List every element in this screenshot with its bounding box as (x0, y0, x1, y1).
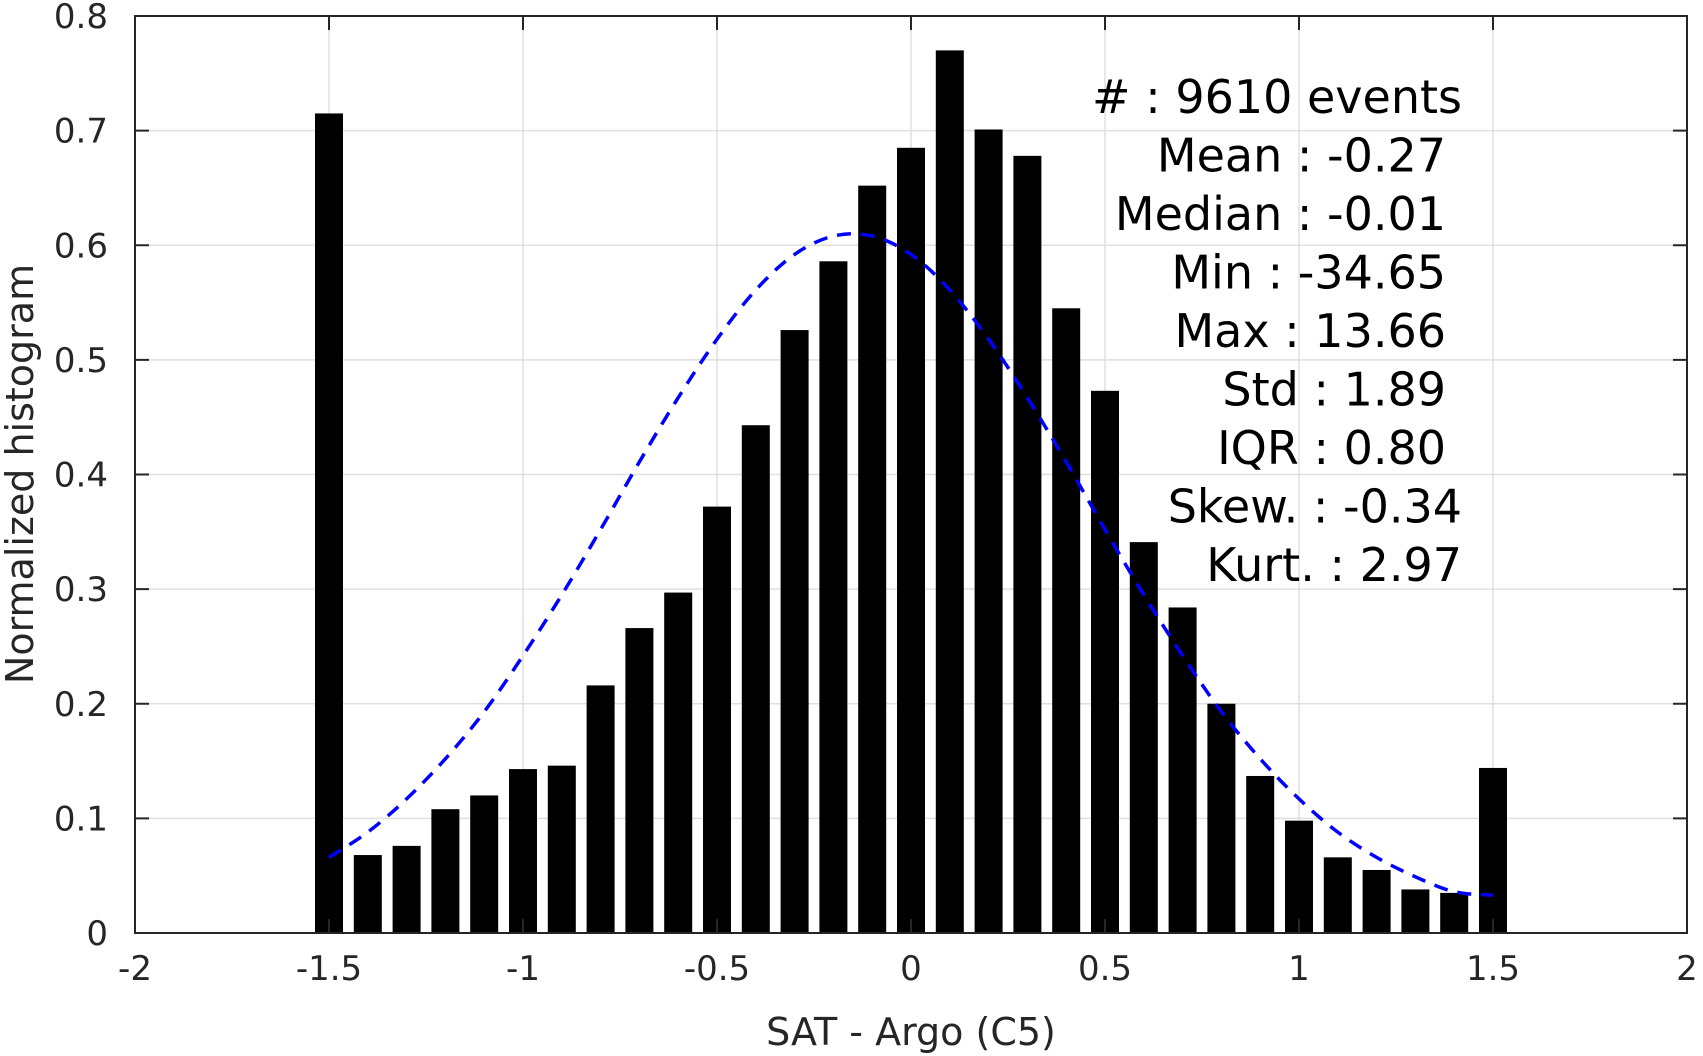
histogram-bar (897, 147, 925, 934)
histogram-bar (1323, 857, 1352, 933)
x-tick-label: -0.5 (684, 949, 750, 989)
histogram-bar (858, 185, 887, 933)
y-tick-label: 0 (86, 914, 108, 954)
stat-line: Std : 1.89 (1222, 363, 1446, 417)
fit-curve (328, 232, 1494, 897)
x-tick-labels: -2 -1.5 -1 -0.5 0 0.5 1 1.5 2 (118, 949, 1698, 989)
histogram-bar (431, 809, 460, 933)
stat-line: IQR : 0.80 (1217, 421, 1446, 475)
histogram-bar (1013, 155, 1042, 933)
histogram-bar (1246, 775, 1275, 933)
y-tick-label: 0.1 (54, 799, 108, 839)
histogram-bar (1440, 892, 1469, 933)
histogram-bar (741, 425, 770, 933)
y-tick-label: 0.4 (54, 456, 108, 496)
histogram-bar (819, 261, 848, 933)
y-tick-label: 0.8 (54, 0, 108, 37)
histogram-bar (470, 795, 499, 933)
x-tick-label: 0 (900, 949, 922, 989)
histogram-bar (353, 855, 382, 933)
histogram-bar (1168, 607, 1197, 933)
histogram-bar (935, 50, 964, 933)
y-axis-label: Normalized histogram (0, 264, 42, 684)
histogram-bar (1207, 703, 1236, 933)
histogram-bar (1091, 390, 1119, 934)
histogram-bars (315, 50, 1507, 934)
histogram-bar (1285, 820, 1313, 933)
y-tick-labels: 0 0.1 0.2 0.3 0.4 0.5 0.6 0.7 0.8 (54, 0, 108, 954)
histogram-bar (547, 765, 576, 933)
y-tick-label: 0.7 (54, 112, 108, 152)
histogram-bar (315, 113, 343, 933)
x-tick-label: 1.5 (1466, 949, 1520, 989)
x-tick-label: 0.5 (1078, 949, 1132, 989)
y-tick-label: 0.5 (54, 341, 108, 381)
histogram-bar (509, 769, 537, 933)
stat-line: Skew. : -0.34 (1168, 480, 1462, 534)
x-tick-label: 1 (1288, 949, 1310, 989)
stat-line: Mean : -0.27 (1157, 129, 1446, 183)
histogram-bar (1362, 869, 1391, 933)
x-tick-label: -1 (506, 949, 540, 989)
histogram-bar (625, 628, 654, 933)
histogram-bar (664, 592, 693, 933)
histogram-bar (1052, 308, 1081, 933)
histogram-bar (1129, 542, 1158, 933)
y-tick-label: 0.3 (54, 570, 108, 610)
stat-line: Kurt. : 2.97 (1206, 538, 1462, 592)
y-tick-label: 0.6 (54, 226, 108, 266)
y-tick-label: 0.2 (54, 685, 108, 725)
fit-curve-layer (328, 232, 1494, 897)
histogram-bar (1401, 889, 1430, 933)
histogram-bar (586, 685, 615, 933)
axis-ticks (134, 15, 1688, 934)
stat-line: Median : -0.01 (1115, 187, 1446, 241)
x-tick-label: 2 (1676, 949, 1698, 989)
histogram-bar (392, 845, 421, 933)
x-axis-label: SAT - Argo (C5) (766, 1010, 1056, 1054)
histogram-bar (1479, 767, 1507, 933)
stat-line: # : 9610 events (1092, 70, 1462, 124)
histogram-bar (703, 506, 731, 933)
x-tick-label: -2 (118, 949, 152, 989)
x-tick-label: -1.5 (296, 949, 362, 989)
stat-line: Min : -34.65 (1171, 246, 1446, 300)
stat-line: Max : 13.66 (1174, 304, 1446, 358)
histogram-bar (780, 330, 809, 933)
histogram-bar (974, 129, 1003, 933)
